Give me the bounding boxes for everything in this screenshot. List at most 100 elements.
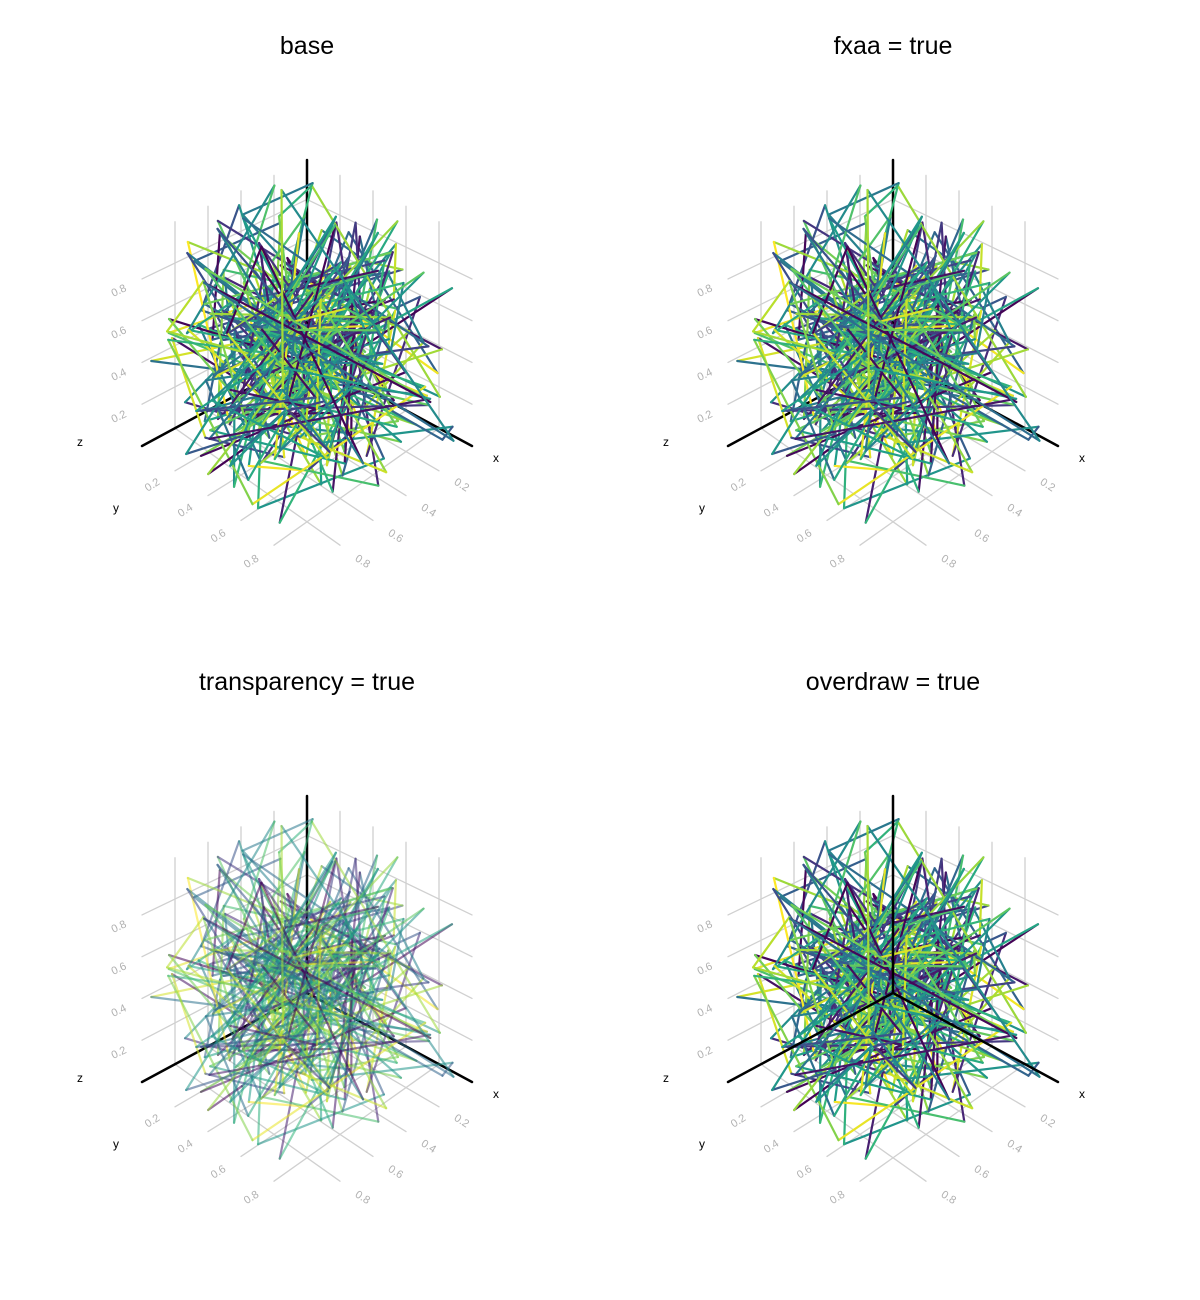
line-segment — [794, 349, 872, 440]
line-segment — [231, 926, 315, 1040]
subplot-title: overdraw = true — [805, 668, 981, 696]
gridline — [892, 834, 1059, 916]
line-segment — [248, 902, 340, 991]
line-segment — [195, 349, 286, 413]
line-segment — [954, 895, 972, 991]
line-segment — [887, 890, 937, 1000]
line-segment — [271, 215, 306, 263]
line-segment — [896, 1061, 1040, 1082]
line-segment — [345, 943, 385, 968]
line-segment — [242, 217, 430, 348]
gridline — [273, 1063, 440, 1182]
x-tick-label: 0.8 — [353, 1189, 372, 1207]
line-segment — [847, 1095, 966, 1123]
line-segment — [260, 245, 365, 465]
line-segment — [242, 853, 430, 984]
y-tick-label: 0.2 — [143, 1112, 162, 1130]
y-tick-label: 0.2 — [729, 476, 748, 494]
line-segment — [284, 259, 386, 287]
line-segment — [167, 974, 254, 1142]
line-segment — [204, 1015, 250, 1117]
line-segment — [873, 1045, 917, 1089]
x-tick-label: 0.4 — [1005, 1138, 1024, 1156]
line-segment — [752, 916, 791, 969]
gridline — [306, 874, 473, 958]
line-segment — [896, 425, 1040, 446]
data-lines — [150, 818, 455, 1160]
subplot-title: transparency = true — [198, 668, 416, 696]
line-segment — [815, 907, 1011, 1103]
line-segment — [789, 281, 1041, 442]
line-segment — [271, 851, 306, 899]
line-segment — [310, 1061, 454, 1082]
line-segment — [954, 250, 979, 291]
line-segment — [846, 245, 951, 465]
line-segment — [185, 184, 276, 335]
gridline — [306, 198, 473, 280]
line-segment — [797, 869, 807, 977]
y-tick-label: 0.8 — [828, 553, 847, 571]
x-tick-label: 0.4 — [419, 1138, 438, 1156]
line-segment — [873, 409, 917, 453]
line-segment — [811, 245, 849, 334]
line-segment — [789, 281, 1018, 404]
line-segment — [842, 1093, 972, 1146]
line-segment — [834, 266, 926, 355]
line-segment — [301, 890, 351, 1000]
x-axis-label: x — [493, 451, 499, 465]
line-segment — [281, 366, 432, 400]
plot-3d: 0.2 0.4 0.6 0.8 0.2 0.4 0.6 0.8 0.2 0.4 0.6 0.8 x y z — [77, 794, 499, 1207]
y-tick-label: 0.8 — [828, 1189, 847, 1207]
line-segment — [846, 964, 903, 1035]
line-segment — [781, 1032, 903, 1049]
line-segment — [281, 1002, 432, 1036]
line-segment — [753, 974, 840, 1142]
y-axis-label: y — [113, 1137, 119, 1151]
gridline — [826, 409, 993, 522]
line-segment — [277, 184, 313, 218]
line-segment — [867, 366, 1018, 400]
x-tick-label: 0.8 — [939, 553, 958, 571]
line-segment — [195, 1032, 317, 1049]
line-segment — [256, 1093, 386, 1146]
line-segment — [256, 925, 267, 1146]
line-segment — [204, 903, 284, 1005]
line-segment — [867, 388, 917, 453]
z-tick-label: 0.2 — [696, 408, 715, 425]
line-segment — [842, 925, 853, 1146]
line-segment — [873, 399, 984, 428]
line-segment — [211, 233, 221, 341]
line-segment — [880, 943, 934, 959]
line-segment — [287, 399, 398, 428]
line-segment — [978, 243, 983, 301]
line-segment — [368, 895, 386, 991]
y-tick-label: 0.4 — [762, 1138, 781, 1156]
line-segment — [790, 267, 870, 369]
line-segment — [790, 1015, 836, 1117]
line-segment — [866, 824, 1041, 1078]
line-segment — [846, 328, 903, 399]
line-segment — [211, 869, 221, 977]
line-segment — [204, 379, 250, 481]
x-tick-label: 0.2 — [452, 1112, 471, 1130]
line-segment — [863, 184, 899, 218]
line-segment — [287, 1035, 398, 1064]
line-segment — [256, 289, 267, 510]
line-segment — [277, 820, 313, 854]
line-segment — [368, 259, 386, 355]
line-segment — [771, 215, 923, 456]
line-segment — [857, 215, 892, 263]
line-segment — [831, 295, 886, 331]
line-segment — [204, 267, 432, 404]
line-segment — [368, 886, 393, 927]
x-axis-label: x — [1079, 1087, 1085, 1101]
line-segment — [373, 981, 430, 991]
line-segment — [790, 903, 870, 1005]
line-segment — [368, 250, 393, 291]
line-segment — [954, 886, 979, 927]
plot-3d: 0.2 0.4 0.6 0.8 0.2 0.4 0.6 0.8 0.2 0.4 0.6 0.8 x y z — [663, 794, 1085, 1207]
line-segment — [256, 457, 386, 510]
line-segment — [887, 254, 937, 364]
line-segment — [842, 457, 972, 510]
x-tick-label: 0.6 — [972, 1163, 991, 1181]
